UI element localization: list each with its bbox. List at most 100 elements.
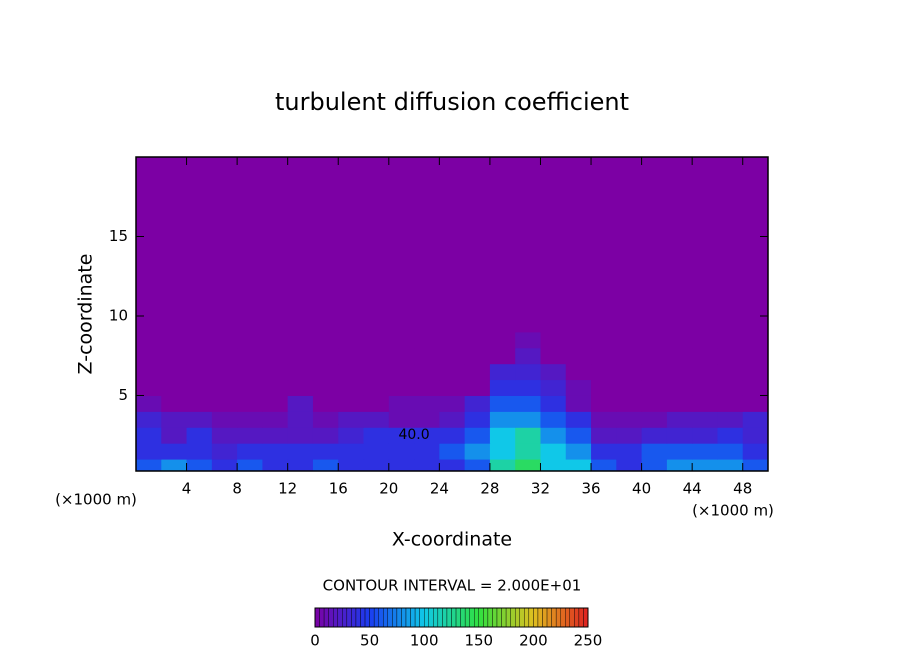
field-cell bbox=[565, 443, 592, 460]
field-cell bbox=[464, 459, 491, 472]
field-cell bbox=[439, 363, 466, 381]
colorbar-swatch bbox=[533, 607, 539, 628]
field-cell bbox=[464, 411, 491, 428]
colorbar-swatch bbox=[369, 607, 375, 628]
field-cell bbox=[540, 363, 567, 381]
field-cell bbox=[515, 347, 541, 365]
x-tick-label: 36 bbox=[581, 480, 600, 498]
field-cell bbox=[287, 363, 314, 381]
field-cell bbox=[565, 411, 592, 428]
field-cell bbox=[338, 157, 365, 333]
field-cell bbox=[717, 427, 744, 444]
field-cell bbox=[616, 427, 643, 444]
field-cell bbox=[136, 395, 162, 412]
field-cell bbox=[136, 347, 162, 365]
field-cell bbox=[489, 347, 516, 365]
field-cell bbox=[515, 459, 541, 472]
colorbar-tick-label: 0 bbox=[310, 632, 320, 650]
field-cell bbox=[338, 363, 365, 381]
colorbar-swatch bbox=[419, 607, 425, 628]
field-cell bbox=[717, 363, 744, 381]
field-cell bbox=[136, 331, 162, 349]
field-cell bbox=[489, 427, 516, 444]
field-cell bbox=[641, 427, 668, 444]
field-cell bbox=[338, 331, 365, 349]
field-cell bbox=[211, 459, 238, 472]
colorbar-swatch bbox=[469, 607, 475, 628]
field-cell bbox=[565, 331, 592, 349]
field-cell bbox=[388, 459, 415, 472]
field-cell bbox=[136, 379, 162, 396]
field-cell bbox=[439, 157, 466, 333]
field-cell bbox=[540, 157, 567, 333]
field-cell bbox=[186, 379, 213, 396]
field-cell bbox=[262, 347, 289, 365]
field-cell bbox=[161, 363, 188, 381]
chart-title: turbulent diffusion coefficient bbox=[275, 88, 629, 116]
field-cell bbox=[312, 379, 339, 396]
field-cell bbox=[515, 379, 541, 396]
field-cell bbox=[666, 395, 693, 412]
field-cell bbox=[338, 379, 365, 396]
field-cell bbox=[363, 427, 390, 444]
field-cell bbox=[414, 347, 440, 365]
field-cell bbox=[388, 157, 415, 333]
field-cell bbox=[464, 363, 491, 381]
field-cell bbox=[186, 459, 213, 472]
field-cell bbox=[237, 363, 263, 381]
colorbar-swatch bbox=[383, 607, 389, 628]
colorbar-swatch bbox=[505, 607, 511, 628]
field-cell bbox=[211, 411, 238, 428]
field-cell bbox=[287, 443, 314, 460]
field-cell bbox=[742, 459, 769, 472]
field-cell bbox=[414, 395, 440, 412]
field-cell bbox=[641, 347, 668, 365]
field-cell bbox=[161, 157, 188, 333]
colorbar-swatch bbox=[364, 607, 370, 628]
field-cell bbox=[565, 363, 592, 381]
field-cell bbox=[464, 157, 491, 333]
colorbar-swatch bbox=[351, 607, 357, 628]
field-cell bbox=[287, 157, 314, 333]
field-cell bbox=[591, 395, 617, 412]
field-cell bbox=[616, 395, 643, 412]
field-cell bbox=[414, 411, 440, 428]
field-cell bbox=[515, 411, 541, 428]
field-cell bbox=[186, 443, 213, 460]
field-cell bbox=[616, 363, 643, 381]
field-cell bbox=[388, 411, 415, 428]
field-cell bbox=[237, 331, 263, 349]
field-cell bbox=[211, 379, 238, 396]
field-cell bbox=[666, 157, 693, 333]
field-cell bbox=[616, 331, 643, 349]
field-cell bbox=[237, 459, 263, 472]
field-cell bbox=[338, 347, 365, 365]
field-cell bbox=[439, 427, 466, 444]
field-cell bbox=[136, 411, 162, 428]
field-cell bbox=[692, 443, 718, 460]
field-cell bbox=[363, 379, 390, 396]
field-cell bbox=[136, 363, 162, 381]
field-cell bbox=[742, 347, 769, 365]
field-cell bbox=[489, 459, 516, 472]
colorbar-swatch bbox=[501, 607, 507, 628]
field-cell bbox=[616, 411, 643, 428]
field-cell bbox=[388, 427, 415, 444]
field-cell bbox=[439, 379, 466, 396]
colorbar-swatch bbox=[510, 607, 516, 628]
field-cell bbox=[136, 459, 162, 472]
colorbar-swatch bbox=[424, 607, 429, 628]
field-cell bbox=[591, 331, 617, 349]
colorbar-swatch bbox=[451, 607, 457, 628]
field-cell bbox=[312, 395, 339, 412]
colorbar-swatch bbox=[560, 607, 566, 628]
field-cell bbox=[186, 331, 213, 349]
colorbar-tick-label: 250 bbox=[574, 632, 603, 650]
field-cell bbox=[591, 379, 617, 396]
field-cell bbox=[237, 443, 263, 460]
colorbar-swatch bbox=[583, 607, 589, 628]
field-cell bbox=[641, 379, 668, 396]
field-cell bbox=[591, 411, 617, 428]
field-cell bbox=[717, 395, 744, 412]
y-tick-label: 5 bbox=[118, 386, 128, 404]
